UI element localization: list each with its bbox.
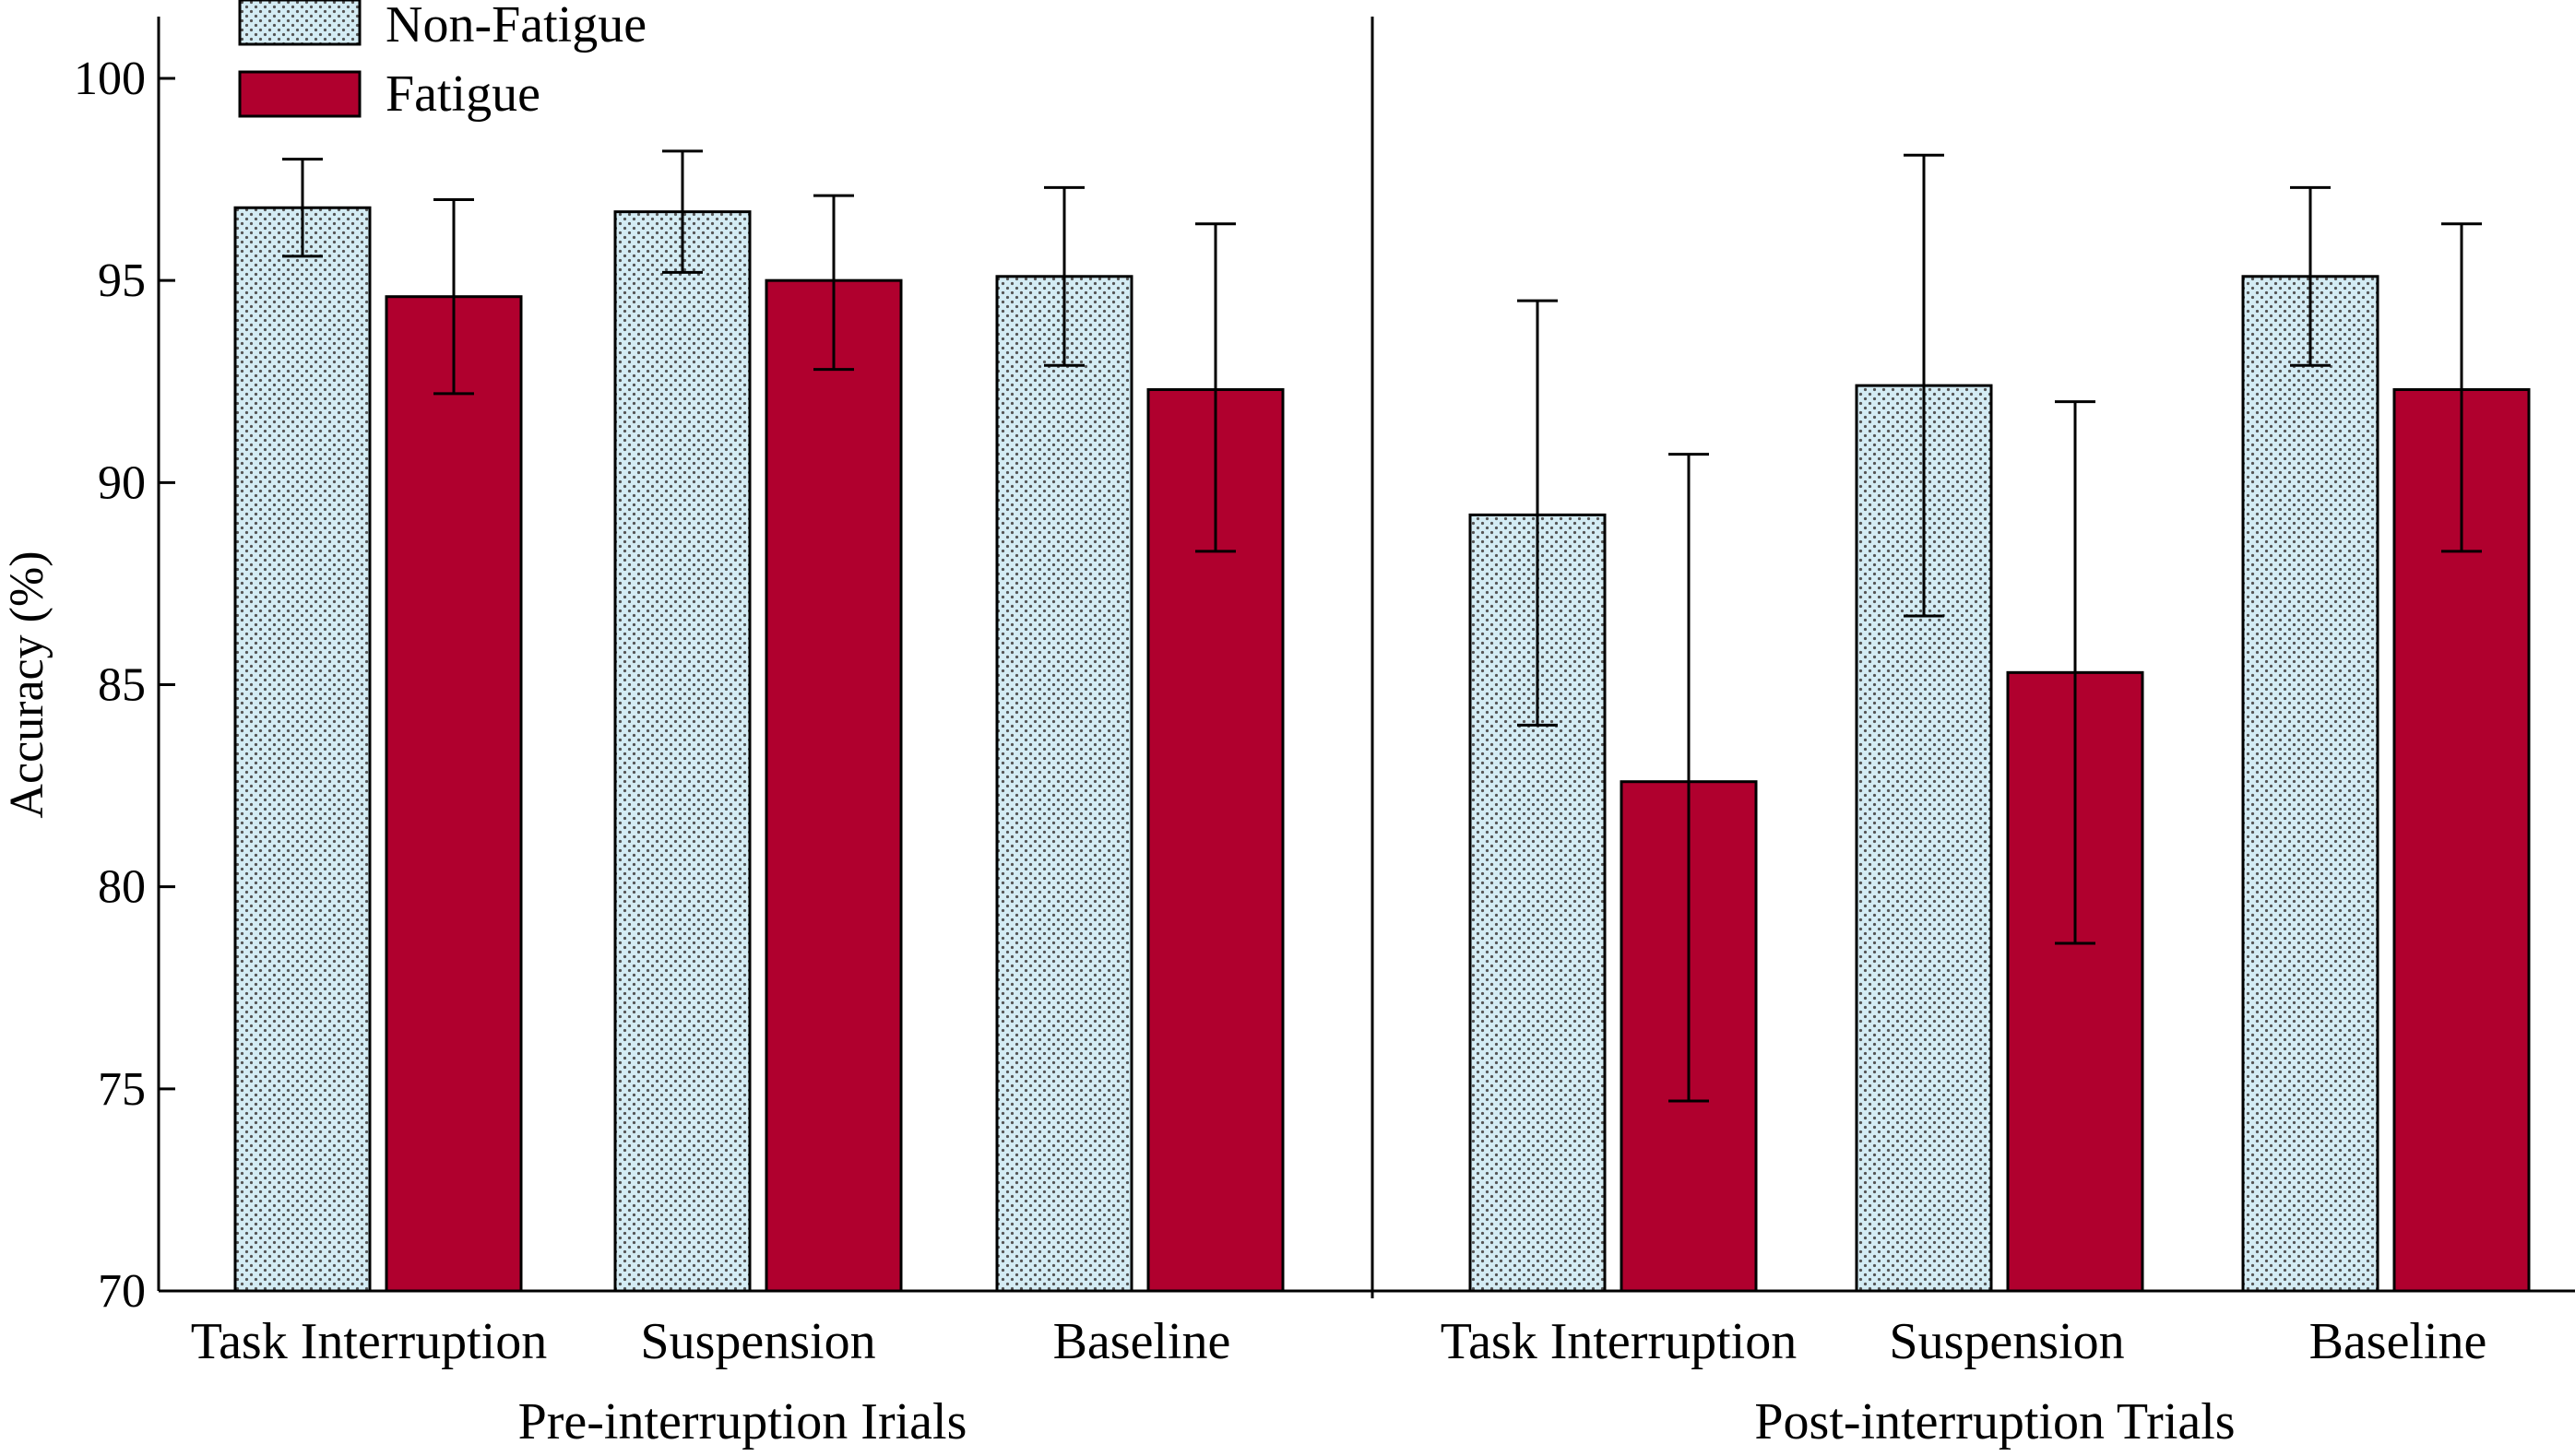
- x-category-label: Task Interruption: [1441, 1313, 1797, 1370]
- x-group-label: Post-interruption Trials: [1754, 1393, 2235, 1450]
- error-bar: [282, 158, 323, 258]
- error-bar: [1195, 222, 1236, 553]
- error-bar: [2441, 222, 2482, 553]
- legend-label-non-fatigue: Non-Fatigue: [386, 0, 647, 53]
- legend-label-fatigue: Fatigue: [386, 65, 540, 123]
- error-bar: [1517, 299, 1558, 727]
- bar-non-fatigue: [233, 206, 372, 1293]
- y-tick-label: 100: [74, 53, 146, 105]
- y-tick-label: 75: [98, 1063, 146, 1116]
- error-bar: [662, 149, 703, 274]
- y-axis-label: Accuracy (%): [1, 550, 53, 818]
- bar-fatigue: [765, 278, 903, 1293]
- error-bar: [1668, 453, 1709, 1103]
- error-bar: [1044, 185, 1085, 367]
- legend: Non-Fatigue Fatigue: [238, 0, 647, 123]
- legend-swatch-fatigue: [238, 70, 362, 118]
- error-bar: [813, 194, 854, 372]
- bar-fatigue: [385, 295, 523, 1293]
- bar-non-fatigue: [995, 275, 1133, 1293]
- x-category-label: Suspension: [640, 1313, 875, 1370]
- x-category-label: Baseline: [1053, 1313, 1231, 1370]
- x-category-label: Task Interruption: [191, 1313, 547, 1370]
- legend-swatch-non-fatigue: [238, 0, 362, 46]
- y-tick-label: 70: [98, 1265, 146, 1318]
- y-tick-label: 90: [98, 456, 146, 509]
- error-bar: [2055, 400, 2095, 945]
- y-tick-label: 85: [98, 659, 146, 712]
- error-bar: [1904, 153, 1944, 618]
- x-category-label: Suspension: [1889, 1313, 2124, 1370]
- bar-non-fatigue: [2241, 275, 2379, 1293]
- x-group-label: Pre-interruption Irials: [518, 1393, 967, 1450]
- y-tick-label: 95: [98, 255, 146, 307]
- x-category-label: Baseline: [2309, 1313, 2487, 1370]
- y-tick-label: 80: [98, 861, 146, 914]
- error-bar: [2290, 185, 2331, 367]
- error-bar: [433, 198, 474, 396]
- bar-non-fatigue: [613, 210, 752, 1293]
